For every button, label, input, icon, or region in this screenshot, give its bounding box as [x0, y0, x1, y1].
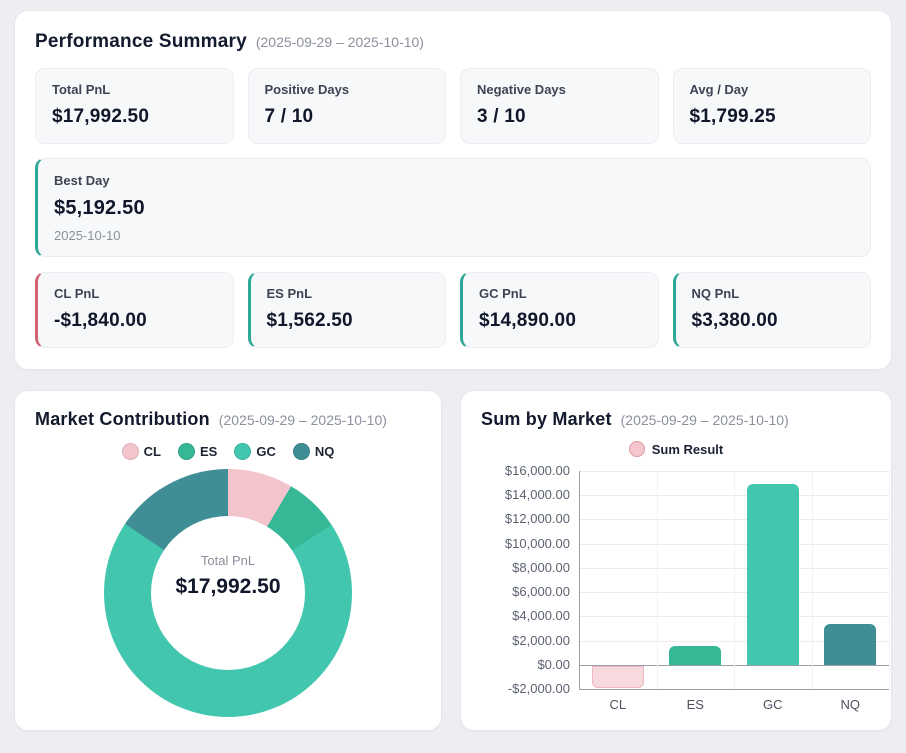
legend-item-gc[interactable]: GC: [234, 443, 276, 460]
stat-card-es-pnl: ES PnL $1,562.50: [247, 272, 446, 348]
y-axis-tick-label: $14,000.00: [504, 487, 570, 503]
donut-chart-area: Total PnL $17,992.50: [35, 469, 421, 717]
vertical-gridline: [811, 471, 813, 689]
x-axis-tick-label: CL: [609, 697, 627, 712]
sum-result-legend-label: Sum Result: [651, 441, 724, 457]
sum-by-market-card: Sum by Market (2025-09-29 – 2025-10-10) …: [460, 390, 892, 731]
y-axis-tick-label: $6,000.00: [512, 584, 570, 600]
stat-card-total-pnl: Total PnL $17,992.50: [35, 68, 234, 144]
sum-by-market-title: Sum by Market: [481, 409, 612, 429]
market-contribution-donut[interactable]: Total PnL $17,992.50: [104, 469, 352, 717]
performance-summary-date-range: (2025-09-29 – 2025-10-10): [255, 34, 424, 50]
sum-result-legend-dot: [628, 441, 645, 457]
stat-card-nq-pnl: NQ PnL $3,380.00: [672, 272, 871, 348]
legend-label: CL: [143, 444, 161, 459]
y-axis-tick-label: $4,000.00: [512, 608, 570, 624]
nq-legend-dot: [292, 443, 310, 460]
market-contribution-date-range: (2025-09-29 – 2025-10-10): [218, 412, 387, 428]
performance-summary-header: Performance Summary (2025-09-29 – 2025-1…: [35, 31, 871, 53]
stat-value: 7 / 10: [264, 106, 314, 127]
legend-label: ES: [200, 444, 218, 459]
legend-item-cl[interactable]: CL: [121, 443, 161, 460]
gridline: [579, 689, 889, 690]
vertical-gridline: [889, 471, 890, 689]
legend-label: NQ: [314, 444, 335, 459]
y-axis-tick-label: $2,000.00: [512, 632, 570, 648]
donut-center: Total PnL $17,992.50: [151, 516, 305, 670]
stat-card-gc-pnl: GC PnL $14,890.00: [460, 272, 659, 348]
y-axis-tick-label: $12,000.00: [504, 511, 570, 527]
stat-label: Negative Days: [477, 82, 566, 97]
legend-item-es[interactable]: ES: [178, 443, 217, 460]
donut-center-label: Total PnL: [200, 553, 256, 568]
y-axis-tick-label: $0.00: [537, 656, 570, 672]
stat-card-negative-days: Negative Days 3 / 10: [460, 68, 659, 144]
bar-chart-plot: $16,000.00 $14,000.00 $12,000.00 $10,000.00…: [505, 463, 890, 712]
stat-value: $3,380.00: [691, 310, 778, 331]
bar-legend[interactable]: Sum Result: [481, 441, 871, 457]
stat-label: GC PnL: [479, 286, 527, 301]
stat-value: $1,562.50: [266, 310, 353, 331]
market-contribution-card: Market Contribution (2025-09-29 – 2025-1…: [14, 390, 442, 731]
y-axis-line: [579, 471, 580, 689]
charts-row: Market Contribution (2025-09-29 – 2025-1…: [14, 390, 892, 731]
stat-label: CL PnL: [54, 286, 100, 301]
donut-center-value: $17,992.50: [175, 575, 281, 598]
summary-stats-row: Total PnL $17,992.50 Positive Days 7 / 1…: [35, 68, 871, 144]
sum-by-market-date-range: (2025-09-29 – 2025-10-10): [620, 412, 789, 428]
stat-value: -$1,840.00: [54, 310, 147, 331]
y-axis-tick-label: -$2,000.00: [507, 681, 570, 696]
bar-gc[interactable]: [746, 484, 799, 665]
best-day-date: 2025-10-10: [54, 228, 121, 243]
stat-value: $14,890.00: [479, 310, 577, 331]
stat-value: $17,992.50: [52, 106, 150, 127]
cl-legend-dot: [121, 443, 139, 460]
bar-cl[interactable]: [591, 665, 644, 689]
stat-value: $5,192.50: [54, 197, 145, 219]
stat-label: NQ PnL: [691, 286, 740, 301]
vertical-gridline: [656, 471, 658, 689]
vertical-gridline: [734, 471, 735, 689]
x-axis-tick-label: ES: [686, 697, 704, 712]
performance-summary-title: Performance Summary: [35, 31, 247, 52]
y-axis-tick-label: $10,000.00: [504, 535, 570, 551]
x-axis-tick-label: GC: [763, 697, 783, 712]
y-axis-tick-label: $8,000.00: [512, 559, 570, 575]
market-pnl-row: CL PnL -$1,840.00 ES PnL $1,562.50 GC Pn…: [35, 272, 871, 348]
stat-card-positive-days: Positive Days 7 / 10: [247, 68, 446, 144]
bar-nq[interactable]: [824, 623, 877, 665]
x-axis-tick-label: NQ: [840, 697, 861, 712]
stat-value: $1,799.25: [689, 106, 776, 127]
performance-summary-card: Performance Summary (2025-09-29 – 2025-1…: [14, 10, 892, 370]
stat-card-cl-pnl: CL PnL -$1,840.00: [35, 272, 234, 348]
y-axis-tick-label: $16,000.00: [504, 463, 570, 478]
donut-legend: CL ES GC NQ: [35, 443, 421, 460]
bar-es[interactable]: [669, 645, 722, 665]
stat-card-avg-per-day: Avg / Day $1,799.25: [672, 68, 871, 144]
legend-label: GC: [256, 444, 276, 459]
gc-legend-dot: [234, 443, 252, 460]
stat-card-best-day: Best Day $5,192.50 2025-10-10: [35, 158, 871, 257]
stat-label: Positive Days: [264, 82, 350, 97]
stat-label: Best Day: [54, 173, 110, 188]
stat-value: 3 / 10: [477, 106, 526, 127]
legend-item-nq[interactable]: NQ: [292, 443, 335, 460]
sum-by-market-header: Sum by Market (2025-09-29 – 2025-10-10): [481, 409, 871, 430]
stat-label: Avg / Day: [689, 82, 749, 97]
market-contribution-header: Market Contribution (2025-09-29 – 2025-1…: [35, 409, 421, 430]
es-legend-dot: [178, 443, 195, 460]
market-contribution-title: Market Contribution: [35, 409, 210, 429]
stat-label: ES PnL: [266, 286, 313, 301]
stat-label: Total PnL: [52, 82, 111, 97]
